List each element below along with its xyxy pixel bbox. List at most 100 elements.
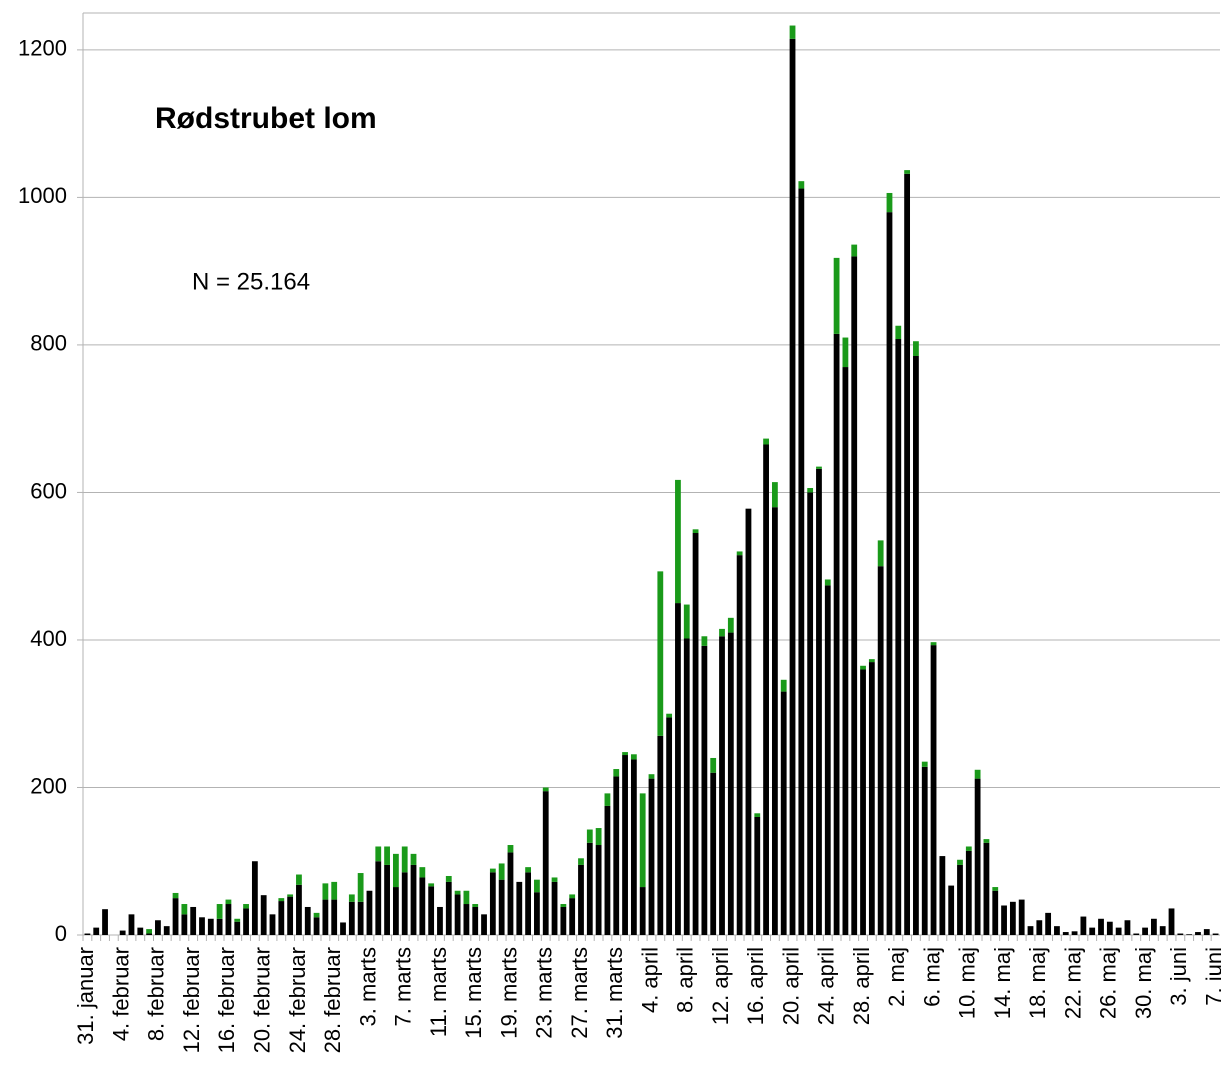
bar-segment — [586, 829, 593, 843]
bar-segment — [1203, 929, 1210, 935]
bar-segment — [630, 759, 637, 935]
x-tick-label: 28. februar — [320, 947, 345, 1053]
bar-segment — [551, 877, 558, 882]
bar-segment — [560, 904, 567, 907]
bar-segment — [807, 488, 814, 493]
annotation: N = 25.164 — [192, 268, 310, 295]
y-tick-label: 200 — [30, 773, 67, 798]
x-tick-label: 8. april — [673, 947, 698, 1013]
bar-segment — [119, 930, 126, 935]
x-tick-label: 14. maj — [990, 947, 1015, 1019]
bar-segment — [463, 890, 470, 905]
bar-segment — [930, 642, 937, 646]
bar-segment — [851, 256, 858, 936]
x-tick-label: 15. marts — [461, 947, 486, 1039]
bar-segment — [613, 769, 620, 777]
x-tick-label: 12. april — [708, 947, 733, 1025]
bar-segment — [913, 355, 919, 935]
bar-segment — [463, 904, 470, 935]
x-tick-label: 28. april — [849, 947, 874, 1025]
x-tick-label: 3. juni — [1166, 947, 1191, 1006]
bar-segment — [243, 908, 249, 935]
bar-segment — [754, 813, 761, 817]
bar-segment — [860, 669, 866, 935]
bar-segment — [816, 466, 822, 469]
bar-segment — [692, 533, 699, 935]
bar-segment — [1124, 920, 1131, 935]
bar-segment — [868, 659, 875, 663]
bar-segment — [278, 898, 285, 902]
bar-segment — [939, 856, 946, 935]
bar-segment — [921, 761, 928, 767]
bar-segment — [675, 479, 681, 604]
bar-segment — [719, 636, 725, 935]
bar-segment — [234, 921, 241, 935]
bar-segment — [251, 861, 258, 935]
bar-segment — [992, 887, 999, 891]
bar-segment — [172, 892, 179, 899]
bar-segment — [692, 529, 699, 534]
bar-segment — [269, 914, 276, 935]
bar-segment — [948, 885, 955, 935]
bar-segment — [851, 244, 858, 257]
bar-segment — [146, 933, 153, 935]
bar-segment — [1168, 908, 1175, 935]
x-tick-label: 23. marts — [532, 947, 557, 1039]
bar-segment — [622, 755, 628, 935]
bar-segment — [745, 508, 752, 935]
bar-segment — [780, 691, 787, 935]
bar-segment — [401, 872, 408, 935]
bar-segment — [1150, 918, 1157, 935]
bar-segment — [331, 881, 338, 900]
bar-segment — [904, 170, 911, 174]
bar-segment — [287, 894, 294, 897]
bar-segment — [542, 787, 549, 792]
bar-segment — [1133, 933, 1140, 935]
bar-segment — [348, 894, 355, 902]
x-tick-label: 22. maj — [1060, 947, 1085, 1019]
bar-segment — [454, 890, 461, 895]
bar-segment — [569, 894, 576, 899]
bar-segment — [507, 852, 514, 935]
bar-segment — [445, 881, 452, 935]
bar-segment — [921, 766, 928, 935]
bar-segment — [304, 906, 311, 935]
bar-segment — [983, 842, 990, 935]
bar-segment — [437, 906, 443, 935]
bar-segment — [1177, 933, 1184, 935]
bar-segment — [701, 645, 708, 935]
bar-segment — [860, 665, 866, 670]
bar-segment — [824, 585, 831, 935]
bar-segment — [595, 828, 602, 846]
bar-segment — [419, 877, 426, 935]
bar-segment — [1106, 921, 1113, 935]
bar-segment — [498, 879, 505, 935]
bar-segment — [683, 604, 690, 639]
bar-segment — [525, 872, 532, 935]
x-tick-label: 7. marts — [391, 947, 416, 1026]
x-tick-label: 3. marts — [355, 947, 380, 1026]
bar-segment — [578, 864, 584, 935]
bar-segment — [1080, 916, 1087, 935]
bar-segment — [410, 864, 417, 935]
bar-segment — [719, 628, 725, 637]
y-tick-label: 600 — [30, 478, 67, 503]
bar-segment — [137, 927, 144, 935]
x-tick-label: 20. april — [778, 947, 803, 1025]
bar-segment — [216, 918, 223, 935]
bar-segment — [472, 904, 479, 907]
bar-segment — [930, 645, 937, 935]
bar-segment — [736, 555, 743, 935]
bar-segment — [401, 846, 408, 873]
bar-segment — [1054, 926, 1060, 935]
bar-segment — [701, 636, 708, 646]
bar-segment — [313, 917, 320, 935]
bar-segment — [727, 617, 734, 633]
bar-segment — [428, 886, 435, 935]
bar-segment — [1027, 926, 1034, 935]
bar-segment — [357, 873, 364, 902]
bar-segment — [895, 339, 902, 936]
x-tick-label: 11. marts — [426, 947, 451, 1037]
bar-segment — [622, 752, 628, 756]
bar-segment — [586, 842, 593, 935]
